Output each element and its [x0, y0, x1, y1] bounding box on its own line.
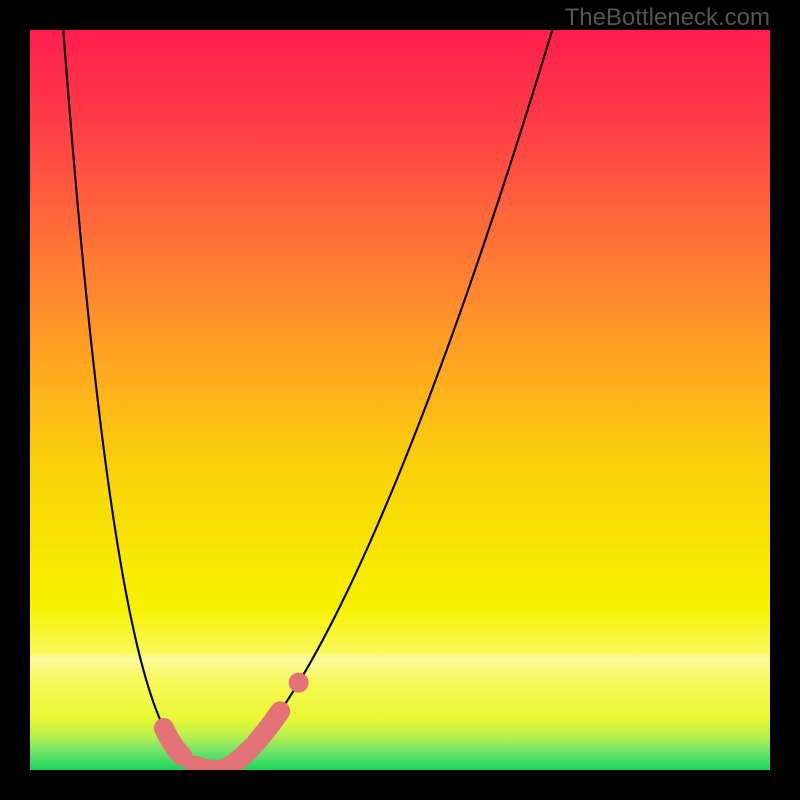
bottleneck-curve-chart — [0, 0, 800, 800]
watermark-text: TheBottleneck.com — [565, 4, 770, 32]
curve-marker-point — [289, 673, 309, 693]
chart-frame-bottom — [0, 770, 800, 800]
chart-frame-left — [0, 0, 30, 800]
curve-marker-point — [269, 703, 289, 723]
chart-frame-right — [770, 0, 800, 800]
